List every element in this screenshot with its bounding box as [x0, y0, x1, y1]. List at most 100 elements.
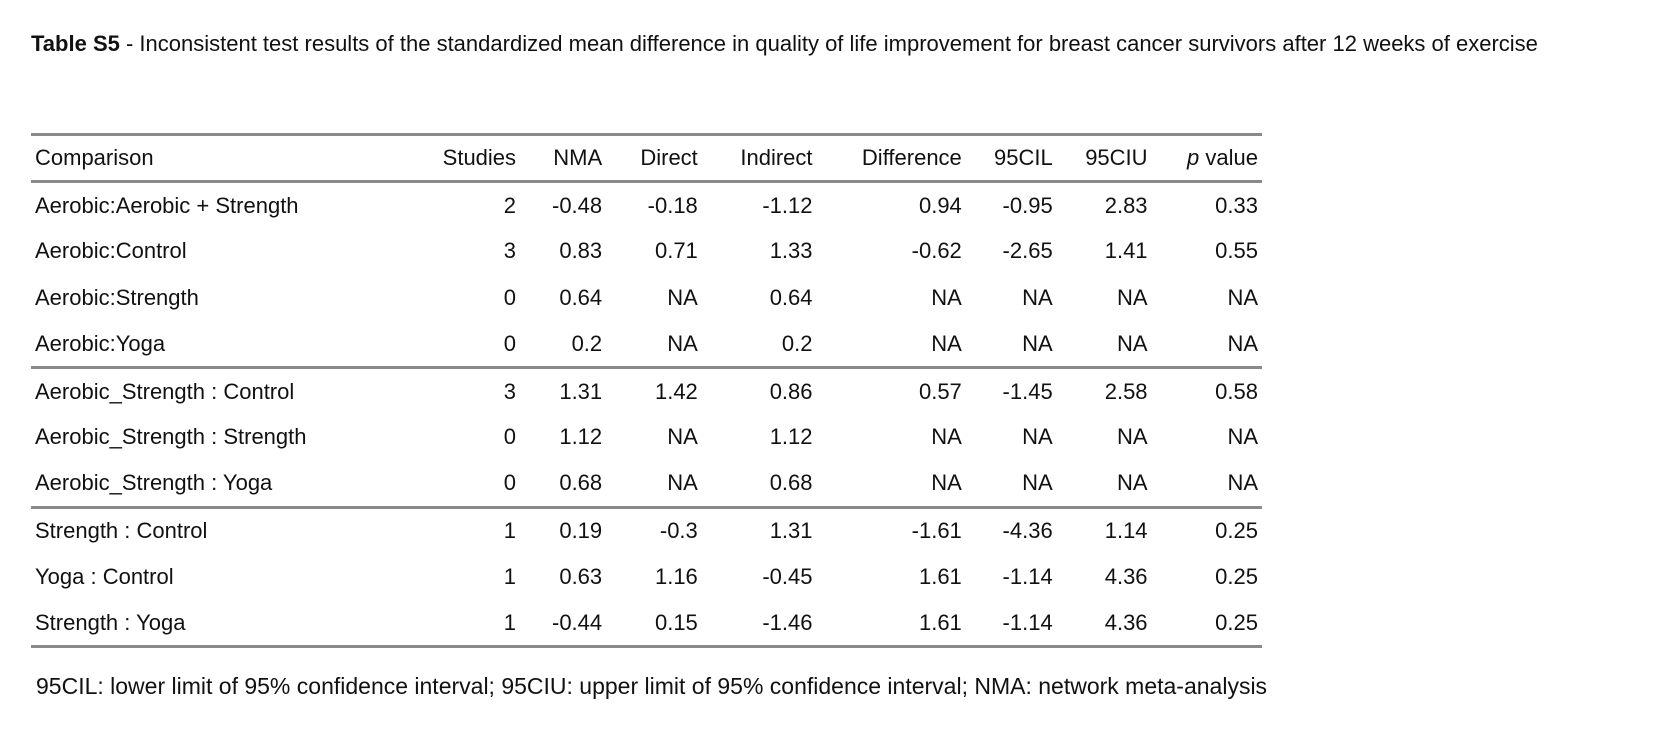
table-row: Aerobic:Control 3 0.83 0.71 1.33 -0.62 -…: [31, 228, 1262, 275]
table-row: Aerobic_Strength : Control 3 1.31 1.42 0…: [31, 368, 1262, 415]
header-indirect: Indirect: [740, 145, 813, 170]
header-direct: Direct: [640, 145, 698, 170]
cell-indirect: 0.86: [769, 378, 813, 404]
cell-comparison: Aerobic_Strength : Control: [35, 378, 295, 404]
table-row: Aerobic:Aerobic + Strength 2 -0.48 -0.18…: [31, 182, 1262, 229]
cell-studies: 1: [503, 609, 517, 635]
cell-difference: -0.62: [911, 238, 962, 264]
cell-95ciu: 1.41: [1104, 238, 1148, 264]
cell-95cil: -2.65: [1002, 238, 1053, 264]
header-comparison: Comparison: [35, 145, 154, 170]
cell-nma: 0.63: [559, 563, 603, 589]
table-caption: Table S5 - Inconsistent test results of …: [31, 28, 1631, 60]
cell-direct: -0.3: [659, 518, 698, 543]
cell-indirect: 1.31: [769, 518, 813, 543]
table-row: Aerobic_Strength : Yoga 0 0.68 NA 0.68 N…: [31, 461, 1262, 507]
cell-direct: -0.18: [647, 192, 698, 218]
cell-comparison: Strength : Yoga: [35, 609, 186, 635]
cell-95cil: NA: [1022, 470, 1053, 495]
cell-95ciu: 1.14: [1104, 518, 1148, 543]
cell-95ciu: 2.83: [1104, 192, 1148, 218]
cell-95ciu: 2.58: [1104, 378, 1148, 404]
header-studies: Studies: [442, 145, 517, 170]
cell-studies: 3: [503, 238, 517, 264]
cell-difference: 1.61: [918, 563, 962, 589]
table-row: Strength : Yoga 1 -0.44 0.15 -1.46 1.61 …: [31, 600, 1262, 647]
header-p-rest: value: [1199, 145, 1258, 170]
cell-95cil: -1.45: [1002, 378, 1053, 404]
cell-comparison: Aerobic_Strength : Yoga: [35, 470, 273, 495]
cell-comparison: Strength : Control: [35, 518, 208, 543]
cell-p-value: 0.58: [1215, 378, 1258, 404]
header-95cil: 95CIL: [993, 145, 1053, 170]
cell-direct: 0.15: [654, 609, 698, 635]
cell-difference: NA: [931, 284, 962, 310]
header-row: Comparison Studies NMA Direct Indirect D…: [31, 134, 1262, 182]
cell-studies: 2: [503, 192, 517, 218]
cell-nma: 0.83: [559, 238, 603, 264]
cell-95cil: NA: [1022, 284, 1053, 310]
cell-95cil: NA: [1022, 330, 1053, 356]
cell-comparison: Aerobic:Control: [35, 238, 187, 264]
cell-95ciu: NA: [1116, 330, 1148, 356]
cell-direct: 0.71: [654, 238, 698, 264]
header-95ciu: 95CIU: [1085, 145, 1148, 170]
cell-95cil: -1.14: [1002, 563, 1053, 589]
cell-95ciu: 4.36: [1104, 563, 1148, 589]
cell-direct: 1.16: [654, 563, 698, 589]
cell-p-value: 0.25: [1215, 563, 1258, 589]
cell-95ciu: NA: [1116, 470, 1148, 495]
table-body: Aerobic:Aerobic + Strength 2 -0.48 -0.18…: [31, 182, 1262, 647]
cell-nma: 0.2: [571, 330, 603, 356]
table-row: Aerobic:Yoga 0 0.2 NA 0.2 NA NA NA NA: [31, 321, 1262, 368]
table-footnote: 95CIL: lower limit of 95% confidence int…: [36, 673, 1268, 699]
cell-95cil: -4.36: [1002, 518, 1053, 543]
cell-direct: NA: [667, 424, 698, 450]
results-table-container: Comparison Studies NMA Direct Indirect D…: [31, 133, 1262, 648]
cell-difference: NA: [931, 470, 962, 495]
table-caption-separator: -: [119, 31, 140, 56]
cell-nma: 0.64: [559, 284, 603, 310]
cell-difference: 0.57: [918, 378, 962, 404]
table-row: Aerobic_Strength : Strength 0 1.12 NA 1.…: [31, 414, 1262, 461]
cell-indirect: -0.45: [762, 563, 813, 589]
cell-comparison: Yoga : Control: [35, 563, 174, 589]
cell-direct: 1.42: [654, 378, 698, 404]
cell-nma: 0.19: [559, 518, 603, 543]
cell-p-value: NA: [1227, 284, 1258, 310]
table-row: Strength : Control 1 0.19 -0.3 1.31 -1.6…: [31, 507, 1262, 554]
cell-indirect: 0.2: [781, 330, 813, 356]
cell-comparison: Aerobic:Aerobic + Strength: [35, 192, 299, 218]
cell-indirect: -1.46: [762, 609, 813, 635]
cell-studies: 0: [503, 424, 517, 450]
cell-95ciu: NA: [1116, 424, 1148, 450]
cell-indirect: 0.68: [769, 470, 813, 495]
header-p-value: p value: [1152, 135, 1262, 182]
cell-studies: 0: [503, 284, 517, 310]
cell-indirect: -1.12: [762, 192, 813, 218]
cell-studies: 0: [503, 330, 517, 356]
cell-nma: 0.68: [559, 470, 603, 495]
cell-comparison: Aerobic:Yoga: [35, 330, 166, 356]
cell-p-value: NA: [1227, 470, 1258, 495]
cell-p-value: 0.25: [1215, 518, 1258, 543]
cell-nma: -0.48: [552, 192, 603, 218]
cell-studies: 3: [503, 378, 517, 404]
cell-difference: -1.61: [911, 518, 962, 543]
table-caption-label: Table S5: [31, 31, 120, 56]
cell-indirect: 1.12: [769, 424, 813, 450]
cell-difference: NA: [931, 330, 962, 356]
cell-comparison: Aerobic_Strength : Strength: [35, 424, 307, 450]
cell-p-value: NA: [1227, 424, 1258, 450]
cell-95cil: NA: [1022, 424, 1053, 450]
cell-p-value: NA: [1227, 330, 1258, 356]
cell-nma: -0.44: [552, 609, 603, 635]
cell-difference: 0.94: [918, 192, 962, 218]
cell-p-value: 0.25: [1215, 609, 1258, 635]
cell-95cil: -1.14: [1002, 609, 1053, 635]
cell-95cil: -0.95: [1002, 192, 1053, 218]
cell-direct: NA: [667, 284, 698, 310]
cell-p-value: 0.55: [1215, 238, 1258, 264]
cell-nma: 1.31: [559, 378, 603, 404]
cell-studies: 0: [503, 470, 517, 495]
